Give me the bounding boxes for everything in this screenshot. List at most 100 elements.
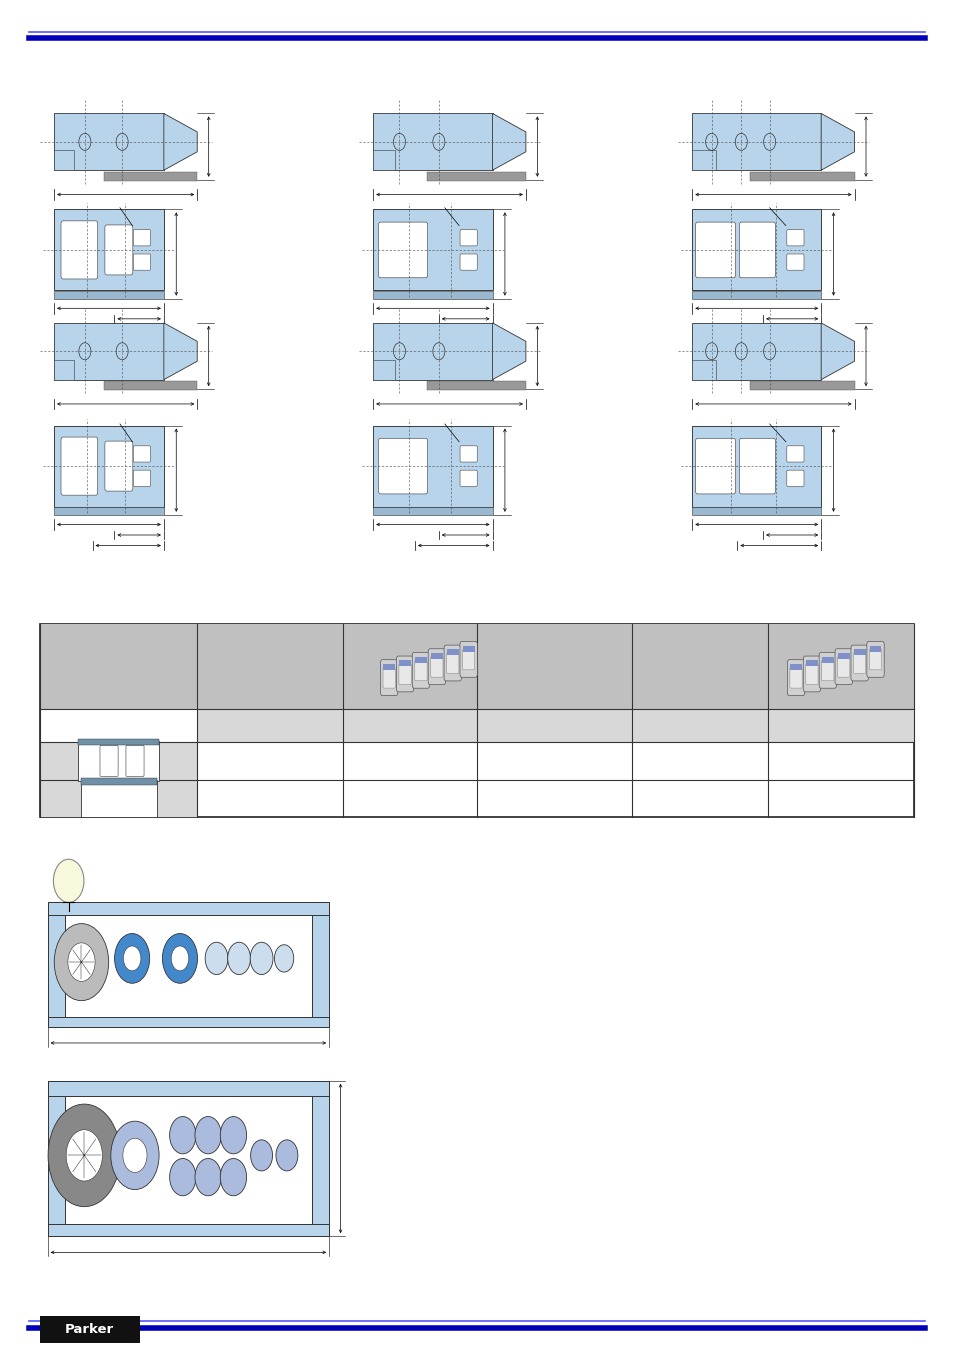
FancyBboxPatch shape — [100, 746, 118, 777]
Circle shape — [171, 946, 189, 971]
Circle shape — [250, 942, 273, 974]
FancyBboxPatch shape — [868, 648, 881, 670]
Circle shape — [68, 943, 95, 981]
FancyBboxPatch shape — [54, 359, 73, 380]
FancyBboxPatch shape — [48, 1017, 329, 1027]
FancyBboxPatch shape — [197, 624, 631, 709]
FancyBboxPatch shape — [444, 646, 461, 681]
FancyBboxPatch shape — [383, 663, 395, 670]
FancyBboxPatch shape — [415, 657, 427, 663]
FancyBboxPatch shape — [398, 661, 411, 666]
Circle shape — [220, 1116, 246, 1154]
Circle shape — [170, 1116, 195, 1154]
FancyBboxPatch shape — [312, 1081, 329, 1236]
FancyBboxPatch shape — [427, 381, 525, 390]
FancyBboxPatch shape — [373, 292, 492, 299]
FancyBboxPatch shape — [802, 657, 820, 692]
Polygon shape — [821, 113, 854, 170]
FancyBboxPatch shape — [54, 323, 164, 380]
FancyBboxPatch shape — [446, 653, 458, 674]
Circle shape — [162, 934, 197, 984]
FancyBboxPatch shape — [133, 470, 151, 486]
FancyBboxPatch shape — [462, 646, 475, 651]
FancyBboxPatch shape — [133, 254, 151, 270]
FancyBboxPatch shape — [695, 438, 735, 494]
Circle shape — [251, 1140, 273, 1171]
FancyBboxPatch shape — [378, 438, 427, 494]
FancyBboxPatch shape — [692, 323, 821, 380]
FancyBboxPatch shape — [380, 659, 397, 696]
FancyBboxPatch shape — [695, 222, 735, 278]
Polygon shape — [821, 323, 854, 380]
FancyBboxPatch shape — [103, 172, 197, 181]
FancyBboxPatch shape — [739, 222, 775, 278]
FancyBboxPatch shape — [373, 508, 492, 515]
FancyBboxPatch shape — [80, 778, 156, 785]
FancyBboxPatch shape — [373, 323, 492, 380]
FancyBboxPatch shape — [133, 446, 151, 462]
FancyBboxPatch shape — [459, 446, 476, 462]
FancyBboxPatch shape — [54, 113, 164, 170]
Circle shape — [66, 1129, 102, 1181]
FancyBboxPatch shape — [197, 709, 343, 742]
FancyBboxPatch shape — [805, 663, 818, 685]
FancyBboxPatch shape — [61, 436, 97, 496]
FancyBboxPatch shape — [40, 1316, 140, 1343]
FancyBboxPatch shape — [692, 508, 821, 515]
FancyBboxPatch shape — [786, 254, 803, 270]
FancyBboxPatch shape — [105, 224, 132, 276]
FancyBboxPatch shape — [398, 663, 411, 685]
FancyBboxPatch shape — [431, 653, 442, 659]
Polygon shape — [164, 113, 197, 170]
FancyBboxPatch shape — [692, 209, 821, 290]
FancyBboxPatch shape — [789, 663, 801, 670]
FancyBboxPatch shape — [65, 1097, 312, 1224]
FancyBboxPatch shape — [54, 209, 164, 290]
Text: Parker: Parker — [65, 1323, 114, 1336]
Circle shape — [53, 859, 84, 902]
FancyBboxPatch shape — [786, 470, 803, 486]
FancyBboxPatch shape — [48, 1224, 329, 1236]
FancyBboxPatch shape — [40, 742, 197, 780]
FancyBboxPatch shape — [133, 230, 151, 246]
FancyBboxPatch shape — [61, 222, 97, 280]
FancyBboxPatch shape — [54, 508, 164, 515]
Polygon shape — [492, 113, 525, 170]
Circle shape — [228, 942, 251, 974]
FancyBboxPatch shape — [767, 709, 913, 742]
Circle shape — [123, 946, 141, 971]
FancyBboxPatch shape — [48, 902, 329, 915]
FancyBboxPatch shape — [48, 902, 65, 1027]
FancyBboxPatch shape — [373, 209, 492, 290]
FancyBboxPatch shape — [692, 292, 821, 299]
FancyBboxPatch shape — [373, 426, 492, 507]
Circle shape — [274, 944, 294, 973]
FancyBboxPatch shape — [786, 230, 803, 246]
Circle shape — [54, 924, 109, 1001]
FancyBboxPatch shape — [786, 446, 803, 462]
FancyBboxPatch shape — [54, 292, 164, 299]
FancyBboxPatch shape — [692, 426, 821, 507]
FancyBboxPatch shape — [749, 172, 854, 181]
FancyBboxPatch shape — [853, 653, 865, 674]
FancyBboxPatch shape — [40, 624, 913, 817]
FancyBboxPatch shape — [103, 381, 197, 390]
Circle shape — [205, 942, 228, 974]
FancyBboxPatch shape — [54, 426, 164, 507]
FancyBboxPatch shape — [126, 746, 144, 777]
FancyBboxPatch shape — [105, 440, 132, 492]
FancyBboxPatch shape — [430, 657, 442, 677]
FancyBboxPatch shape — [40, 624, 197, 709]
FancyBboxPatch shape — [821, 657, 833, 663]
FancyBboxPatch shape — [476, 709, 631, 742]
FancyBboxPatch shape — [631, 624, 913, 709]
Circle shape — [123, 1139, 147, 1173]
FancyBboxPatch shape — [805, 661, 817, 666]
FancyBboxPatch shape — [819, 653, 836, 688]
FancyBboxPatch shape — [78, 740, 159, 781]
FancyBboxPatch shape — [382, 667, 395, 688]
Polygon shape — [492, 323, 525, 380]
FancyBboxPatch shape — [459, 230, 476, 246]
FancyBboxPatch shape — [462, 648, 475, 670]
Circle shape — [111, 1121, 159, 1189]
